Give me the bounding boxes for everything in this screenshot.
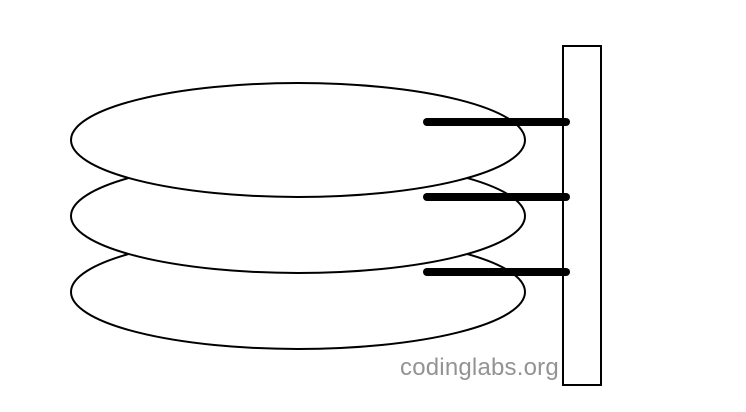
actuator-spindle: [562, 45, 602, 386]
watermark-text: codinglabs.org: [400, 354, 559, 381]
platter-top: [70, 82, 526, 198]
